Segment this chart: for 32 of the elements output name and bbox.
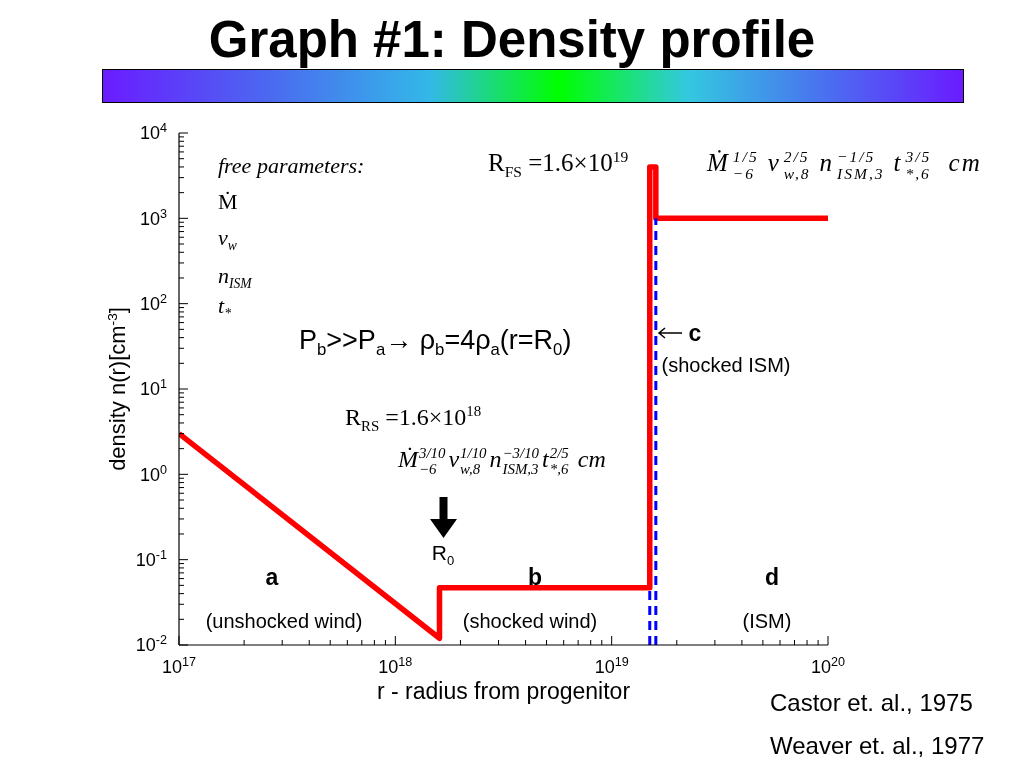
annotation: d	[764, 563, 780, 590]
y-tick-label: 10$^{2}$	[139, 291, 167, 314]
annotation: R$_{FS}$ =1.6×10$^{19}$	[488, 147, 629, 180]
annotation: (ISM)	[742, 609, 792, 632]
y-tick-label: 10$^{1}$	[139, 377, 167, 400]
y-tick-label: 10$^{-2}$	[135, 633, 167, 656]
annotation: free parameters:	[218, 153, 365, 178]
annotation: (unshocked wind)	[205, 609, 363, 632]
text: P$_{b}$>>P$_{a}$→ ρ$_{b}$=4ρ$_{a}$(r=R$_{0}$)	[299, 325, 572, 360]
annotation: b	[527, 563, 543, 590]
annotation: R$_{0}$	[431, 540, 455, 569]
annotation: (shocked ISM)	[661, 353, 791, 376]
y-tick-label: 10$^{0}$	[139, 462, 167, 485]
annotation: (shocked wind)	[462, 609, 598, 632]
annotation: t$_{*}$	[218, 293, 231, 322]
annotation: c	[688, 319, 702, 346]
annotation: a	[265, 563, 279, 590]
annotation: R$_{RS}$ =1.6×10$^{18}$	[345, 403, 482, 434]
y-tick-label: 10$^{3}$	[139, 206, 167, 229]
chart-title: Graph #1: Density profile	[208, 11, 816, 68]
x-axis-title: r - radius from progenitor	[376, 678, 631, 704]
annotation: v$_{w}$	[218, 225, 237, 254]
x-tick-label: 10$^{19}$	[594, 655, 629, 677]
x-tick-label: 10$^{17}$	[161, 655, 197, 677]
y-tick-label: 10$^{4}$	[139, 121, 167, 144]
y-tick-label: 10$^{-1}$	[135, 547, 167, 570]
x-tick-label: 10$^{20}$	[810, 655, 846, 677]
annotation: Ṁ	[218, 189, 238, 214]
x-tick-label: 10$^{18}$	[378, 655, 413, 677]
text: Castor et. al., 1975	[770, 689, 973, 716]
text: Weaver et. al., 1977	[770, 732, 985, 759]
annotation: n$_{ISM}$	[218, 263, 252, 292]
